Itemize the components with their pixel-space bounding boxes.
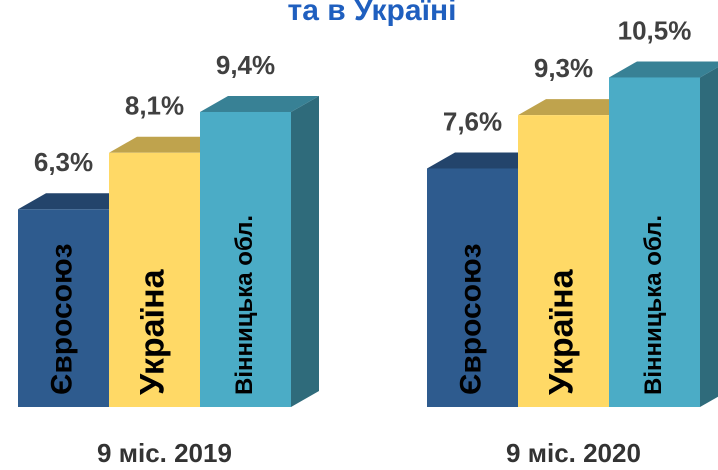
x-tick-label: 9 міс. 2020 bbox=[506, 438, 641, 468]
bar-top bbox=[518, 99, 637, 116]
bar bbox=[18, 209, 109, 407]
bar bbox=[518, 115, 609, 407]
bar-top bbox=[427, 152, 546, 169]
data-label: 9,4% bbox=[216, 50, 275, 80]
data-label: 9,3% bbox=[534, 53, 593, 83]
bar bbox=[427, 168, 518, 407]
bar-top bbox=[109, 136, 228, 153]
bar bbox=[609, 77, 700, 407]
series-name: Вінницька обл. bbox=[640, 215, 667, 395]
series-name: Євросоюз bbox=[45, 243, 78, 395]
chart-title: та в Україні bbox=[288, 0, 457, 27]
data-label: 6,3% bbox=[34, 147, 93, 177]
x-tick-label: 9 міс. 2019 bbox=[97, 438, 232, 468]
series-name: Вінницька обл. bbox=[231, 215, 258, 395]
bar-top bbox=[609, 61, 718, 78]
series-name: Україна bbox=[542, 268, 580, 395]
data-label: 10,5% bbox=[618, 15, 692, 45]
series-name: Євросоюз bbox=[454, 243, 487, 395]
series-name: Україна bbox=[133, 268, 171, 395]
bar-top bbox=[18, 193, 137, 210]
bar bbox=[200, 111, 291, 407]
bar bbox=[109, 152, 200, 407]
bar-top bbox=[200, 95, 319, 112]
data-label: 8,1% bbox=[125, 91, 184, 121]
bar-side bbox=[700, 67, 718, 407]
bar-side bbox=[291, 95, 319, 407]
data-label: 7,6% bbox=[443, 106, 502, 136]
